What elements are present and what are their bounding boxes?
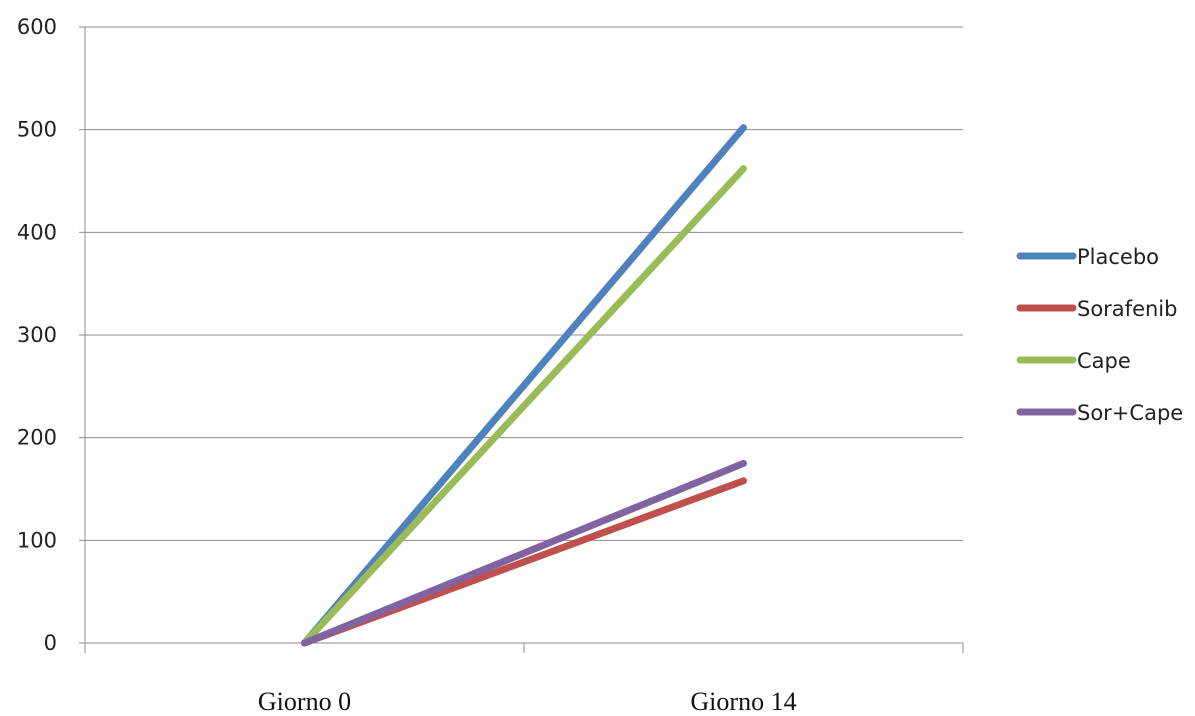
y-tick-labels: 0 100 200 300 400 500 600 [17, 15, 57, 655]
y-tick-label: 300 [17, 323, 57, 347]
gridlines [85, 26, 963, 541]
series-line-cape [301, 165, 747, 647]
series-lines [301, 124, 747, 647]
y-tick-label: 200 [17, 426, 57, 450]
y-tick-label: 600 [17, 15, 57, 39]
y-tick-label: 100 [17, 528, 57, 552]
series-line-placebo [301, 124, 747, 647]
y-tick-label: 0 [44, 631, 57, 655]
legend: Placebo Sorafenib Cape Sor+Cape [1016, 245, 1183, 425]
legend-label: Placebo [1077, 245, 1159, 269]
legend-label: Sor+Cape [1077, 401, 1183, 425]
x-tick-label: Giorno 0 [258, 687, 351, 716]
series-line-sor-cape [301, 459, 747, 647]
x-tick-label: Giorno 14 [690, 687, 796, 716]
x-tick-labels: Giorno 0 Giorno 14 [258, 687, 797, 716]
y-tick-label: 500 [17, 118, 57, 142]
legend-label: Sorafenib [1077, 297, 1177, 321]
y-tick-label: 400 [17, 220, 57, 244]
legend-label: Cape [1077, 349, 1131, 373]
axes [79, 26, 964, 653]
